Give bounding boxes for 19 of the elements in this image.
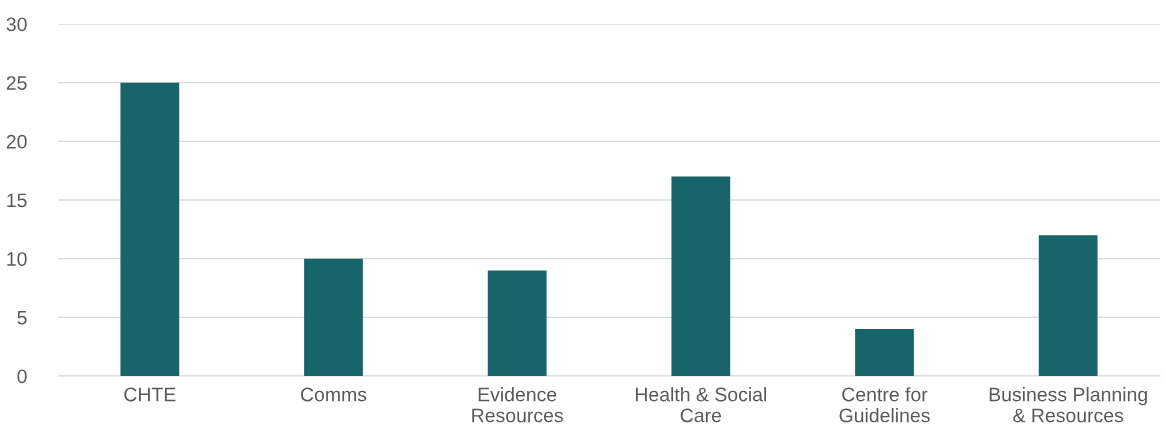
y-tick-label: 15: [7, 193, 27, 208]
bar: [304, 258, 363, 376]
y-tick-label: 5: [17, 311, 27, 325]
y-tick-label: 20: [6, 134, 27, 149]
bar: [487, 270, 547, 376]
x-tick-label: Health & Social Care: [635, 387, 767, 423]
bar: [120, 82, 180, 376]
x-tick-label: Evidence Resources: [472, 387, 563, 423]
y-tick-label: 25: [6, 76, 27, 90]
x-tick-label: Business Planning & Resources: [989, 387, 1147, 423]
x-tick-label: Centre for Guidelines: [839, 387, 930, 423]
bar: [671, 176, 731, 376]
bar: [1038, 235, 1098, 376]
x-tick-label: Comms: [301, 387, 367, 402]
bar: [855, 329, 914, 376]
y-tick-label: 10: [7, 252, 27, 266]
y-tick-label: 0: [17, 369, 27, 384]
x-tick-label: CHTE: [124, 387, 176, 402]
y-tick-label: 30: [6, 17, 27, 32]
